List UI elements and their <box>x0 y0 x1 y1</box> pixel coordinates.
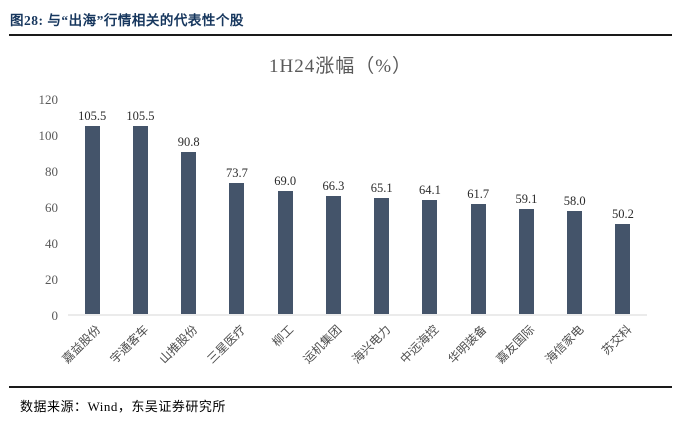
bar-value-label: 59.1 <box>515 191 538 206</box>
y-tick: 120 <box>38 92 59 107</box>
y-tick: 0 <box>51 308 59 323</box>
x-tick-label: 苏交科 <box>598 322 635 358</box>
bar-column: 73.7 <box>213 100 261 314</box>
bar-column: 69.0 <box>261 100 309 314</box>
y-tick: 20 <box>45 272 58 287</box>
bar-value-label: 73.7 <box>225 165 248 180</box>
data-source: 数据来源：Wind，东吴证券研究所 <box>20 399 226 414</box>
bar-value-label: 50.2 <box>611 207 634 222</box>
bar <box>518 208 534 314</box>
bar <box>470 203 486 314</box>
x-axis-labels: 嘉益股份 宇通客车 山推股份 三星医疗 柳工 运机集团 海兴电力 中远海控 华明… <box>60 316 647 386</box>
bar <box>181 152 197 314</box>
chart-title: 1H24涨幅（%） <box>268 56 413 77</box>
bar <box>229 182 245 314</box>
bar-value-label: 66.3 <box>322 178 345 193</box>
bar-column: 105.5 <box>116 100 164 314</box>
x-label-slot: 海信家电 <box>542 316 599 386</box>
bar <box>567 210 583 314</box>
bar-column: 66.3 <box>309 100 357 314</box>
bar-value-label: 65.1 <box>370 180 393 195</box>
bar <box>615 224 631 314</box>
header-divider <box>9 34 672 36</box>
bar-column: 58.0 <box>551 100 599 314</box>
bar-column: 61.7 <box>454 100 502 314</box>
bar-column: 50.2 <box>599 100 647 314</box>
bar <box>374 197 390 314</box>
x-tick-label: 柳工 <box>269 322 297 350</box>
bar-value-label: 105.5 <box>78 108 107 123</box>
y-tick: 60 <box>45 200 58 215</box>
bar-column: 90.8 <box>165 100 213 314</box>
plot-area: 105.5 105.5 90.8 73.7 69.0 <box>68 100 647 316</box>
bar <box>422 199 438 314</box>
bar-column: 65.1 <box>358 100 406 314</box>
bar-column: 59.1 <box>502 100 550 314</box>
bar <box>277 190 293 314</box>
bar-chart: 1H24涨幅（%） 120 100 80 60 40 20 0 105.5 10… <box>0 36 681 386</box>
bar-value-label: 58.0 <box>563 193 586 208</box>
bar <box>84 125 100 314</box>
x-label-slot: 苏交科 <box>599 316 647 386</box>
bar <box>132 125 148 314</box>
y-tick: 100 <box>38 128 59 144</box>
bar-value-label: 105.5 <box>126 108 155 123</box>
y-axis: 120 100 80 60 40 20 0 <box>12 92 68 323</box>
bar-value-label: 61.7 <box>467 186 490 201</box>
plot-wrapper: 120 100 80 60 40 20 0 105.5 105.5 90.8 <box>12 92 647 323</box>
footer-divider <box>9 386 672 388</box>
x-axis: 嘉益股份 宇通客车 山推股份 三星医疗 柳工 运机集团 海兴电力 中远海控 华明… <box>12 316 647 386</box>
bar-value-label: 64.1 <box>418 182 441 197</box>
bar <box>325 195 341 314</box>
bar-value-label: 90.8 <box>177 135 200 150</box>
y-tick: 80 <box>45 164 58 179</box>
y-tick: 40 <box>45 236 58 252</box>
bar-value-label: 69.0 <box>274 173 297 188</box>
bar-column: 105.5 <box>68 100 116 314</box>
x-label-slot: 三星医疗 <box>204 316 261 386</box>
figure-footer: 数据来源：Wind，东吴证券研究所 <box>0 386 681 425</box>
x-axis-spacer <box>12 316 68 386</box>
figure-caption: 图28: 与“出海”行情相关的代表性个股 <box>10 13 244 28</box>
bar-column: 64.1 <box>406 100 454 314</box>
